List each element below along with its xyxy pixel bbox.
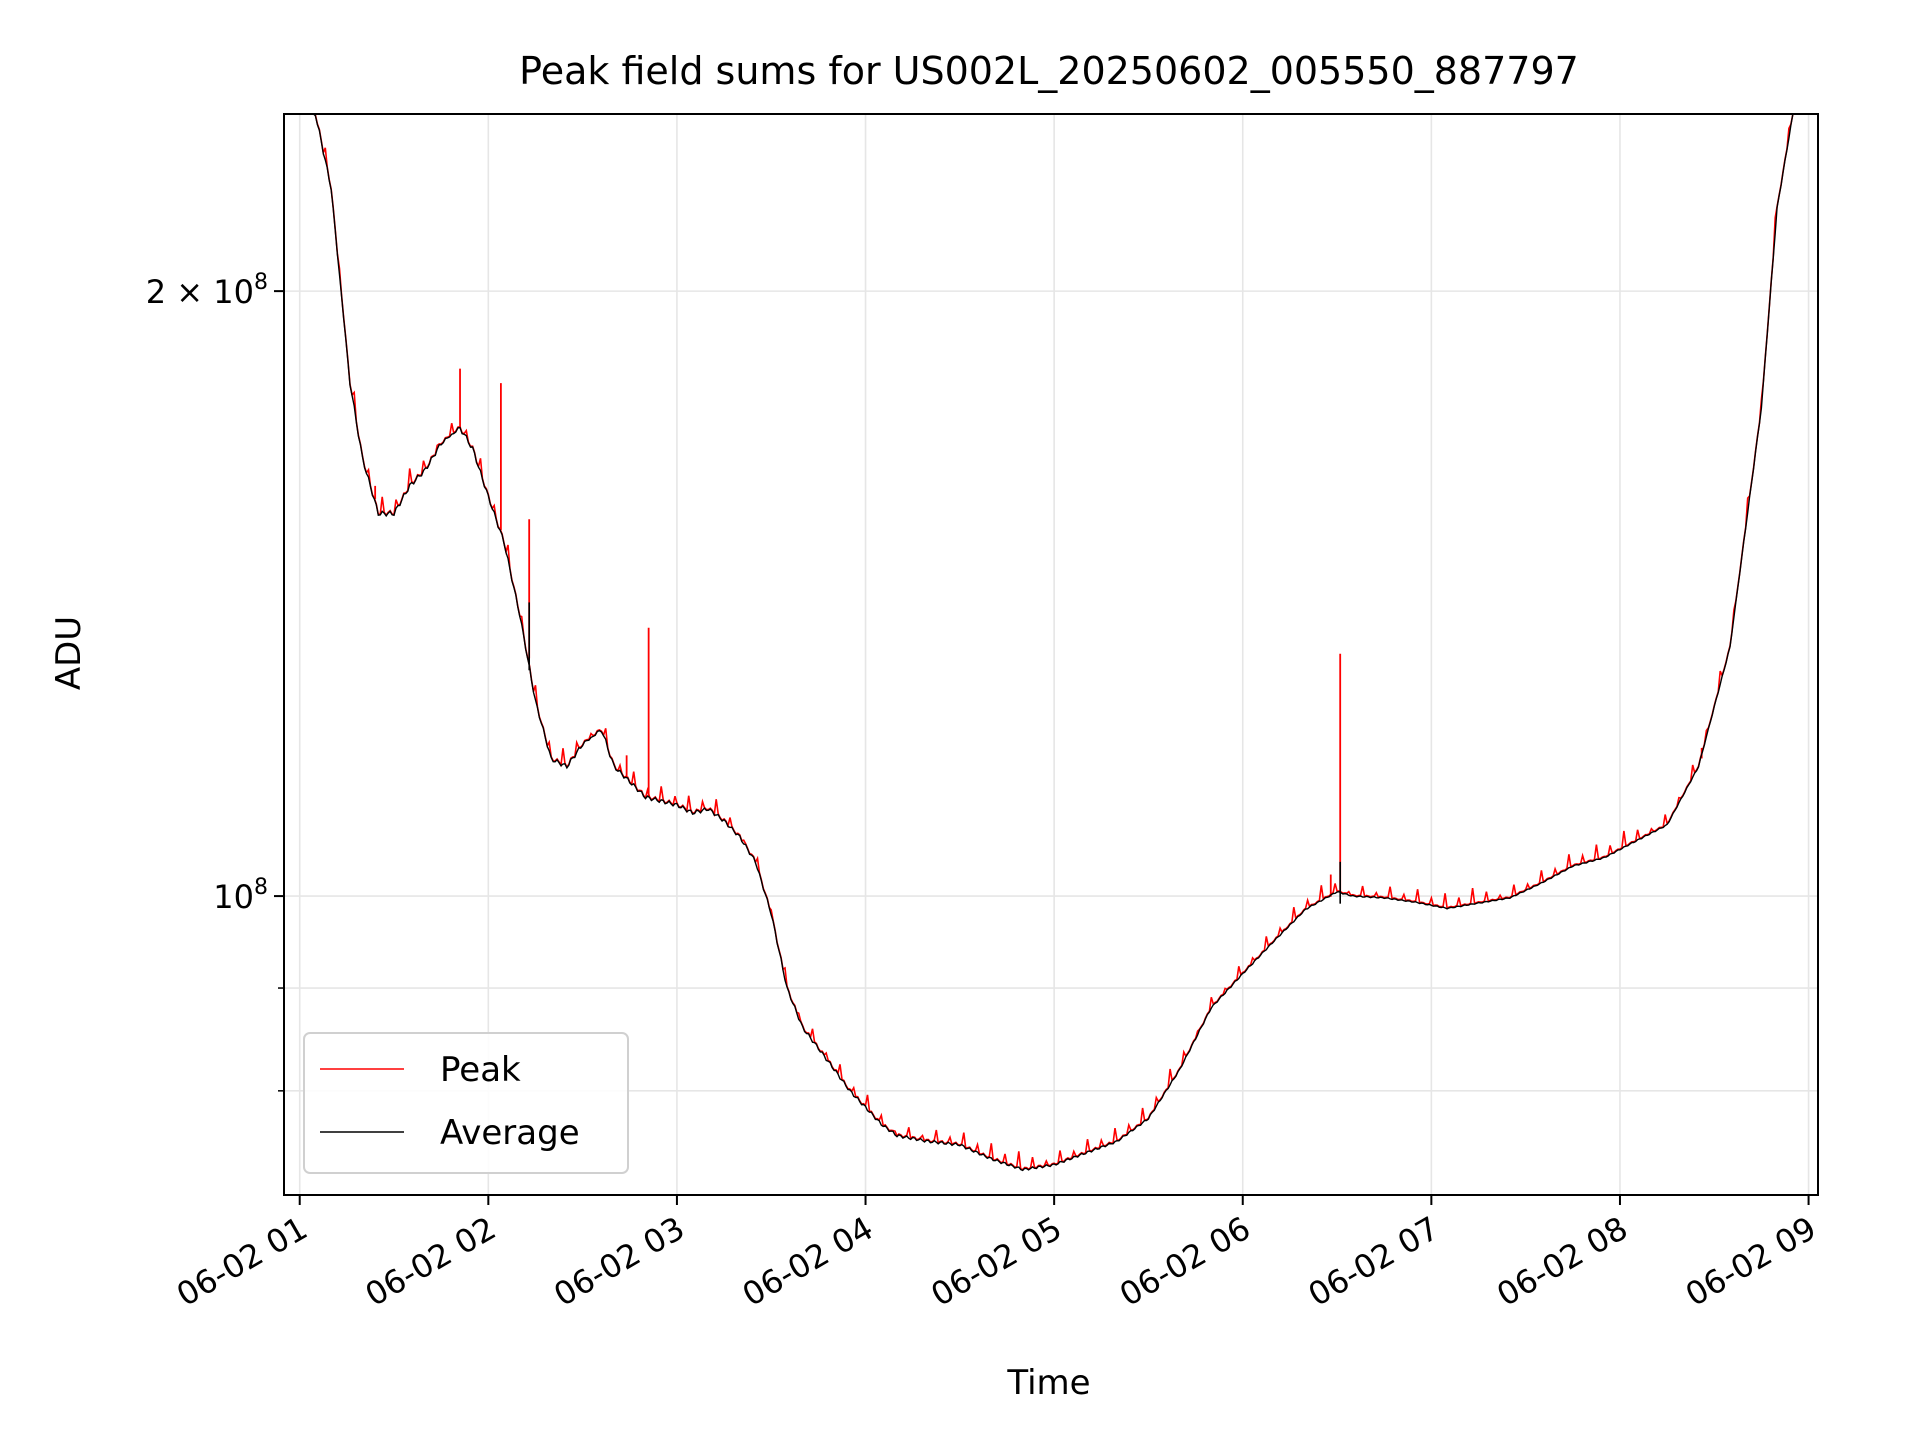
- legend-peak-label: Peak: [440, 1050, 521, 1090]
- y-tick-label: 108: [213, 875, 268, 916]
- y-axis-label: ADU: [49, 616, 89, 690]
- plot-area: [284, 113, 1818, 1172]
- x-axis-label: Time: [1006, 1363, 1090, 1403]
- average-series-line: [284, 113, 1818, 1172]
- plot-frame: [283, 113, 1819, 1196]
- legend-box: [303, 1032, 629, 1174]
- y-axis: 2 × 108 108: [146, 270, 284, 1092]
- chart-title: Peak field sums for US002L_20250602_0055…: [519, 49, 1579, 93]
- legend-average-label: Average: [440, 1113, 580, 1153]
- legend: Peak Average: [303, 1032, 629, 1174]
- series-layer: [284, 113, 1818, 1172]
- y-tick-label: 2 × 108: [146, 270, 268, 311]
- grid-lines: [284, 114, 1818, 1195]
